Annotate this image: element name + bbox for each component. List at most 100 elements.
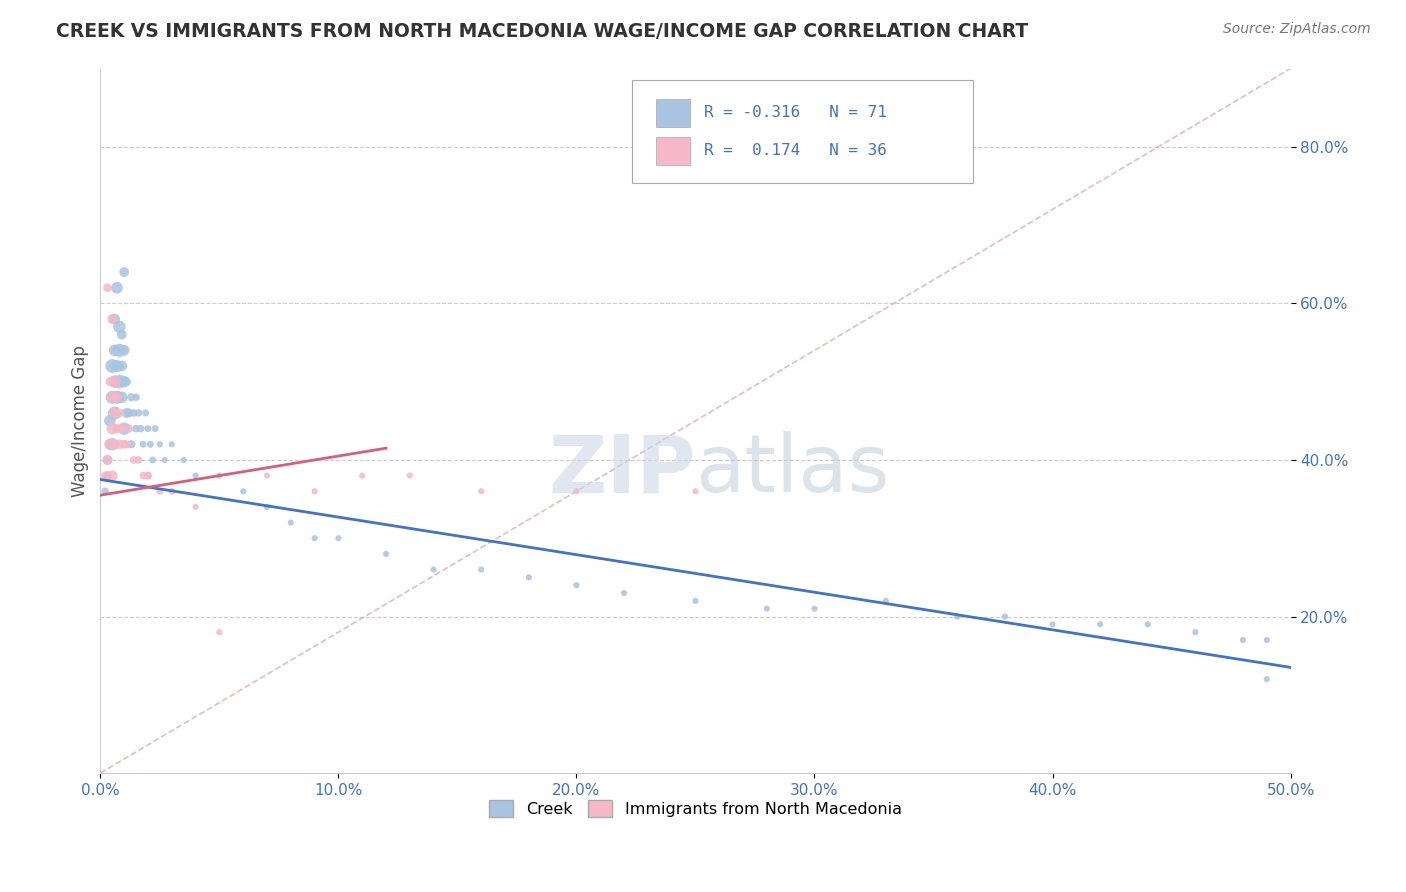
Point <box>96 453 118 467</box>
Point <box>120 390 142 404</box>
Text: Source: ZipAtlas.com: Source: ZipAtlas.com <box>1223 22 1371 37</box>
Point <box>470 563 492 577</box>
Point <box>108 406 131 420</box>
Point <box>98 414 121 428</box>
Point <box>160 484 183 499</box>
Point <box>118 406 141 420</box>
Point <box>105 281 128 295</box>
Point <box>184 468 207 483</box>
FancyBboxPatch shape <box>657 99 689 127</box>
Point <box>160 437 183 451</box>
Point <box>149 437 172 451</box>
Point <box>256 500 278 514</box>
Text: R = -0.316   N = 71: R = -0.316 N = 71 <box>704 105 887 120</box>
Point <box>111 390 134 404</box>
Point <box>118 422 141 436</box>
Point <box>946 609 969 624</box>
Point <box>127 453 149 467</box>
Point <box>105 422 128 436</box>
Point <box>98 375 121 389</box>
Point <box>111 422 134 436</box>
Point <box>565 484 588 499</box>
Point <box>422 563 444 577</box>
Point <box>98 437 121 451</box>
Y-axis label: Wage/Income Gap: Wage/Income Gap <box>72 345 89 497</box>
Point <box>994 609 1017 624</box>
Point <box>115 437 138 451</box>
Point <box>111 327 134 342</box>
Point <box>517 570 540 584</box>
Point <box>136 422 159 436</box>
Point <box>208 468 231 483</box>
Point <box>104 312 127 326</box>
Point <box>112 343 135 358</box>
Point <box>139 437 162 451</box>
Point <box>304 531 326 545</box>
Text: ZIP: ZIP <box>548 431 696 509</box>
Point <box>685 594 707 608</box>
Point <box>108 343 131 358</box>
Point <box>1088 617 1111 632</box>
Point <box>98 437 121 451</box>
Point <box>136 468 159 483</box>
Point <box>101 437 124 451</box>
Point <box>94 484 117 499</box>
Point <box>129 422 152 436</box>
Point <box>1256 672 1278 686</box>
Point <box>112 265 135 279</box>
Point <box>101 390 124 404</box>
Point <box>1042 617 1064 632</box>
Point <box>112 437 135 451</box>
Point <box>120 437 142 451</box>
Point <box>105 390 128 404</box>
Point <box>280 516 302 530</box>
Point <box>1184 625 1206 640</box>
Point <box>101 312 124 326</box>
Point <box>115 375 138 389</box>
Point <box>108 437 131 451</box>
Point <box>108 319 131 334</box>
Text: CREEK VS IMMIGRANTS FROM NORTH MACEDONIA WAGE/INCOME GAP CORRELATION CHART: CREEK VS IMMIGRANTS FROM NORTH MACEDONIA… <box>56 22 1029 41</box>
Point <box>135 406 157 420</box>
Point <box>875 594 897 608</box>
Point <box>803 601 825 615</box>
Point <box>142 453 165 467</box>
Point <box>352 468 374 483</box>
Point <box>105 390 128 404</box>
Point <box>685 484 707 499</box>
Point <box>132 437 155 451</box>
Point <box>104 375 127 389</box>
Point <box>96 281 118 295</box>
Point <box>104 406 127 420</box>
Point <box>153 453 176 467</box>
Point <box>1232 632 1254 647</box>
Point <box>94 468 117 483</box>
Point <box>565 578 588 592</box>
Point <box>375 547 398 561</box>
Point <box>1256 632 1278 647</box>
Point <box>108 375 131 389</box>
Point <box>755 601 778 615</box>
Point <box>101 468 124 483</box>
Point <box>112 422 135 436</box>
Text: atlas: atlas <box>696 431 890 509</box>
Point <box>104 437 127 451</box>
Point <box>136 468 159 483</box>
Point <box>256 468 278 483</box>
Point <box>143 422 166 436</box>
Point <box>111 359 134 373</box>
Legend: Creek, Immigrants from North Macedonia: Creek, Immigrants from North Macedonia <box>481 792 910 825</box>
Point <box>398 468 420 483</box>
Point <box>125 422 148 436</box>
Point <box>122 453 145 467</box>
Point <box>127 406 149 420</box>
Point <box>115 406 138 420</box>
FancyBboxPatch shape <box>633 80 973 184</box>
Text: R =  0.174   N = 36: R = 0.174 N = 36 <box>704 144 887 159</box>
Point <box>470 484 492 499</box>
Point <box>232 484 254 499</box>
Point <box>101 390 124 404</box>
Point <box>104 343 127 358</box>
Point <box>96 453 118 467</box>
Point <box>132 468 155 483</box>
